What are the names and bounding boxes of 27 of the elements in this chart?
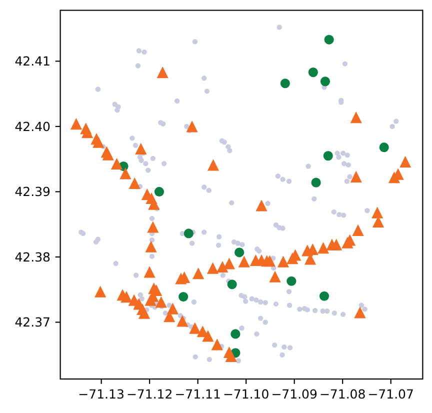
x-tick-label: −71.13 [78,386,124,402]
point [230,329,240,339]
point [308,67,318,78]
point [184,228,194,238]
point [178,292,188,302]
y-tick-label: 42.41 [14,54,50,69]
point [234,248,244,258]
y-tick-label: 42.40 [14,118,51,134]
x-tick-label: −71.07 [368,386,414,402]
point [286,276,296,286]
point [280,78,290,88]
x-tick-label: −71.09 [271,386,318,402]
point [319,291,330,301]
point [323,151,333,161]
y-tick-label: 42.38 [14,249,51,264]
x-tick-label: −71.11 [174,386,221,402]
y-tick-label: 42.37 [14,314,50,330]
point [311,178,321,188]
point [320,76,330,86]
x-tick-label: −71.08 [319,386,366,402]
point [324,34,334,44]
y-tick-label: 42.39 [14,184,51,200]
x-tick-label: −71.12 [126,386,173,402]
point [154,186,164,197]
x-tick-label: −71.10 [222,386,270,402]
point [379,142,389,152]
point [227,280,237,290]
